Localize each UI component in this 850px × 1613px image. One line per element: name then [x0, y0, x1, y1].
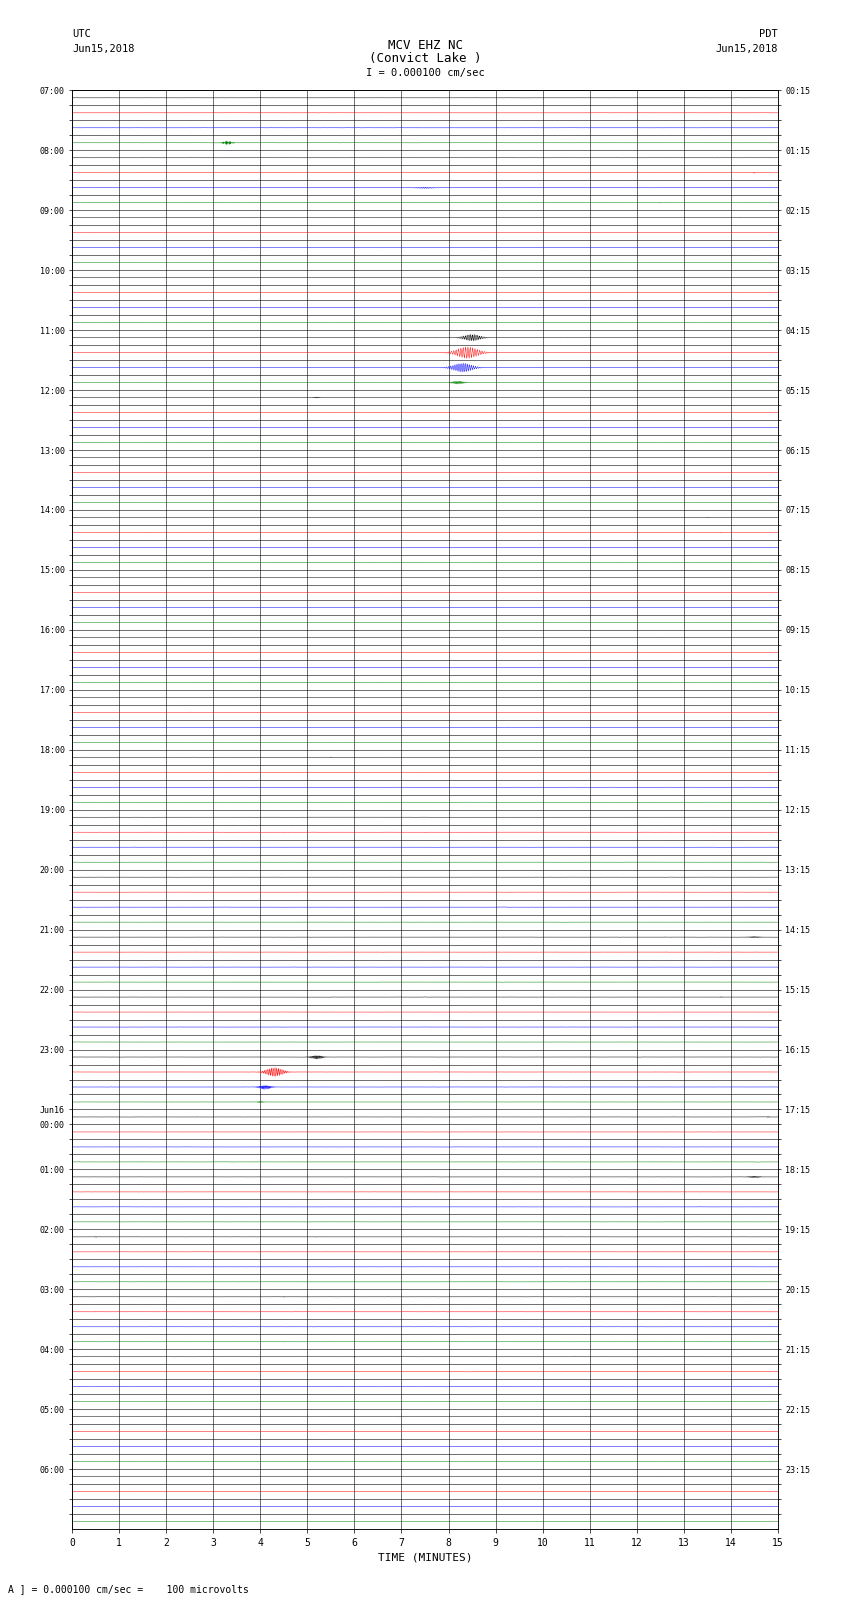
X-axis label: TIME (MINUTES): TIME (MINUTES)	[377, 1552, 473, 1563]
Text: UTC: UTC	[72, 29, 91, 39]
Text: MCV EHZ NC: MCV EHZ NC	[388, 39, 462, 52]
Text: PDT: PDT	[759, 29, 778, 39]
Text: Jun15,2018: Jun15,2018	[715, 44, 778, 53]
Text: I = 0.000100 cm/sec: I = 0.000100 cm/sec	[366, 68, 484, 77]
Text: Jun15,2018: Jun15,2018	[72, 44, 135, 53]
Text: A ] = 0.000100 cm/sec =    100 microvolts: A ] = 0.000100 cm/sec = 100 microvolts	[8, 1584, 249, 1594]
Text: (Convict Lake ): (Convict Lake )	[369, 52, 481, 65]
